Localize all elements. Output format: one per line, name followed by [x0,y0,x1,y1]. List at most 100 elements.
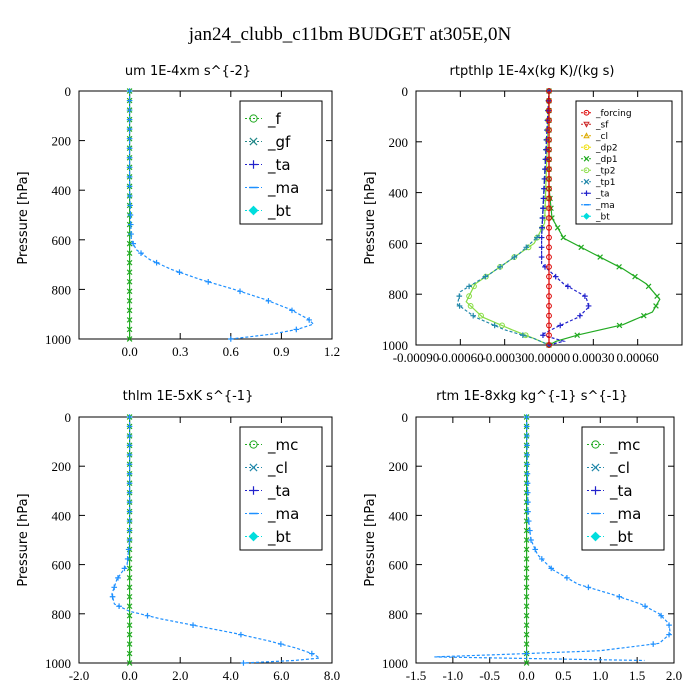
y-tick-label: 0 [65,84,72,99]
x-tick-label: 0.00030 [572,350,614,365]
series-marker [524,442,530,449]
x-tick-label: -2.0 [69,668,90,683]
y-tick-label: 600 [389,558,409,573]
y-tick-label: 600 [52,558,72,573]
legend-label: _ta [267,482,291,501]
series-marker [126,575,133,581]
series-marker [278,641,284,647]
series-marker [585,303,592,309]
x-tick-label: -0.00090 [393,350,440,365]
x-tick-label: 0.3 [172,344,188,359]
series-marker [546,273,552,280]
x-tick-label: 1.5 [629,668,645,683]
series-marker [124,556,131,562]
y-tick-label: 400 [389,508,409,523]
series-marker [126,622,133,628]
legend-label: _gf [267,133,291,152]
series-marker [125,546,132,553]
x-tick-label: 0.00060 [617,350,659,365]
legend-label: _bt [267,528,291,547]
x-tick-label: 0.6 [223,344,240,359]
panel-rtpthlp: rtpthlp 1E-4x(kg K)/(kg s) Pressure [hPa… [363,64,683,365]
legend-label: _cl [595,132,608,142]
series-marker [546,107,552,114]
panel-title: rtpthlp 1E-4x(kg K)/(kg s) [450,64,615,79]
y-tick-label: 800 [389,607,409,622]
y-axis-label: Pressure [hPa] [363,493,378,586]
y-tick-label: 1000 [45,656,71,671]
legend-marker [249,440,258,449]
series-marker [126,593,133,600]
legend-label: _bt [595,212,610,222]
series-marker [126,480,133,487]
series-marker [548,565,555,572]
series-marker [546,342,552,348]
series-marker [538,556,545,562]
series-marker [539,215,546,221]
legend-marker [590,531,601,542]
series-marker [126,88,133,94]
x-tick-label: 0.0 [121,668,137,683]
series-marker [456,303,463,309]
series-marker [524,480,531,487]
y-axis-label: Pressure [hPa] [363,171,378,264]
y-tick-label: 1000 [45,332,71,347]
series-marker [126,250,133,256]
series-marker [653,303,659,309]
series-marker [546,156,552,163]
series-marker [293,326,300,333]
series-marker [126,470,133,477]
series-marker [482,273,489,280]
y-tick-label: 600 [389,236,409,251]
x-tick-label: 0.0 [518,668,534,683]
legend-marker [249,137,258,146]
legend: _forcing_sf _cl_dp2 _dp1_tp2 _tp1_ta _ma_bt [575,100,673,225]
legend: _f _gf _ta _ma _bt [239,100,323,225]
legend-marker [591,486,600,495]
series-marker [456,293,463,299]
series-marker [289,307,295,314]
legend-label: _ta [609,482,633,501]
series-marker [126,461,133,468]
series-marker [642,603,648,610]
legend-label: _mc [267,436,298,455]
series-marker [546,224,552,231]
legend-marker [249,486,258,495]
series-marker [109,593,116,600]
series-marker [126,307,133,314]
y-tick-label: 0 [402,84,409,99]
legend-marker [583,121,590,128]
x-tick-label: 8.0 [324,668,340,683]
series-marker [126,164,133,171]
series-marker [546,263,552,270]
series-marker [597,254,603,260]
legend-marker [248,531,259,542]
series-marker [126,97,133,104]
series-marker [523,527,530,534]
y-tick-label: 1000 [382,338,408,353]
legend-marker [583,132,590,139]
series-marker [565,283,571,290]
series-marker [126,641,133,647]
series-marker [126,537,133,543]
series-marker [523,584,530,591]
legend-label: _tp1 [595,178,615,188]
series-marker [524,470,531,477]
legend-label: _ma [267,179,299,198]
series-marker [265,298,272,304]
legend-marker [249,463,258,472]
series-marker [645,283,652,290]
series-marker [546,185,552,192]
series-marker [546,97,552,104]
y-axis-label: Pressure [hPa] [16,171,31,264]
y-tick-label: 400 [52,183,72,198]
series-marker [190,622,196,628]
x-tick-label: 2.0 [666,668,682,683]
series-marker [478,312,484,319]
series-marker [126,433,133,439]
legend-marker [583,178,590,185]
legend-marker [249,114,258,123]
legend-marker [583,190,590,197]
series-marker [525,499,531,505]
legend: _mc _cl _ta _ma _bt [581,426,665,551]
